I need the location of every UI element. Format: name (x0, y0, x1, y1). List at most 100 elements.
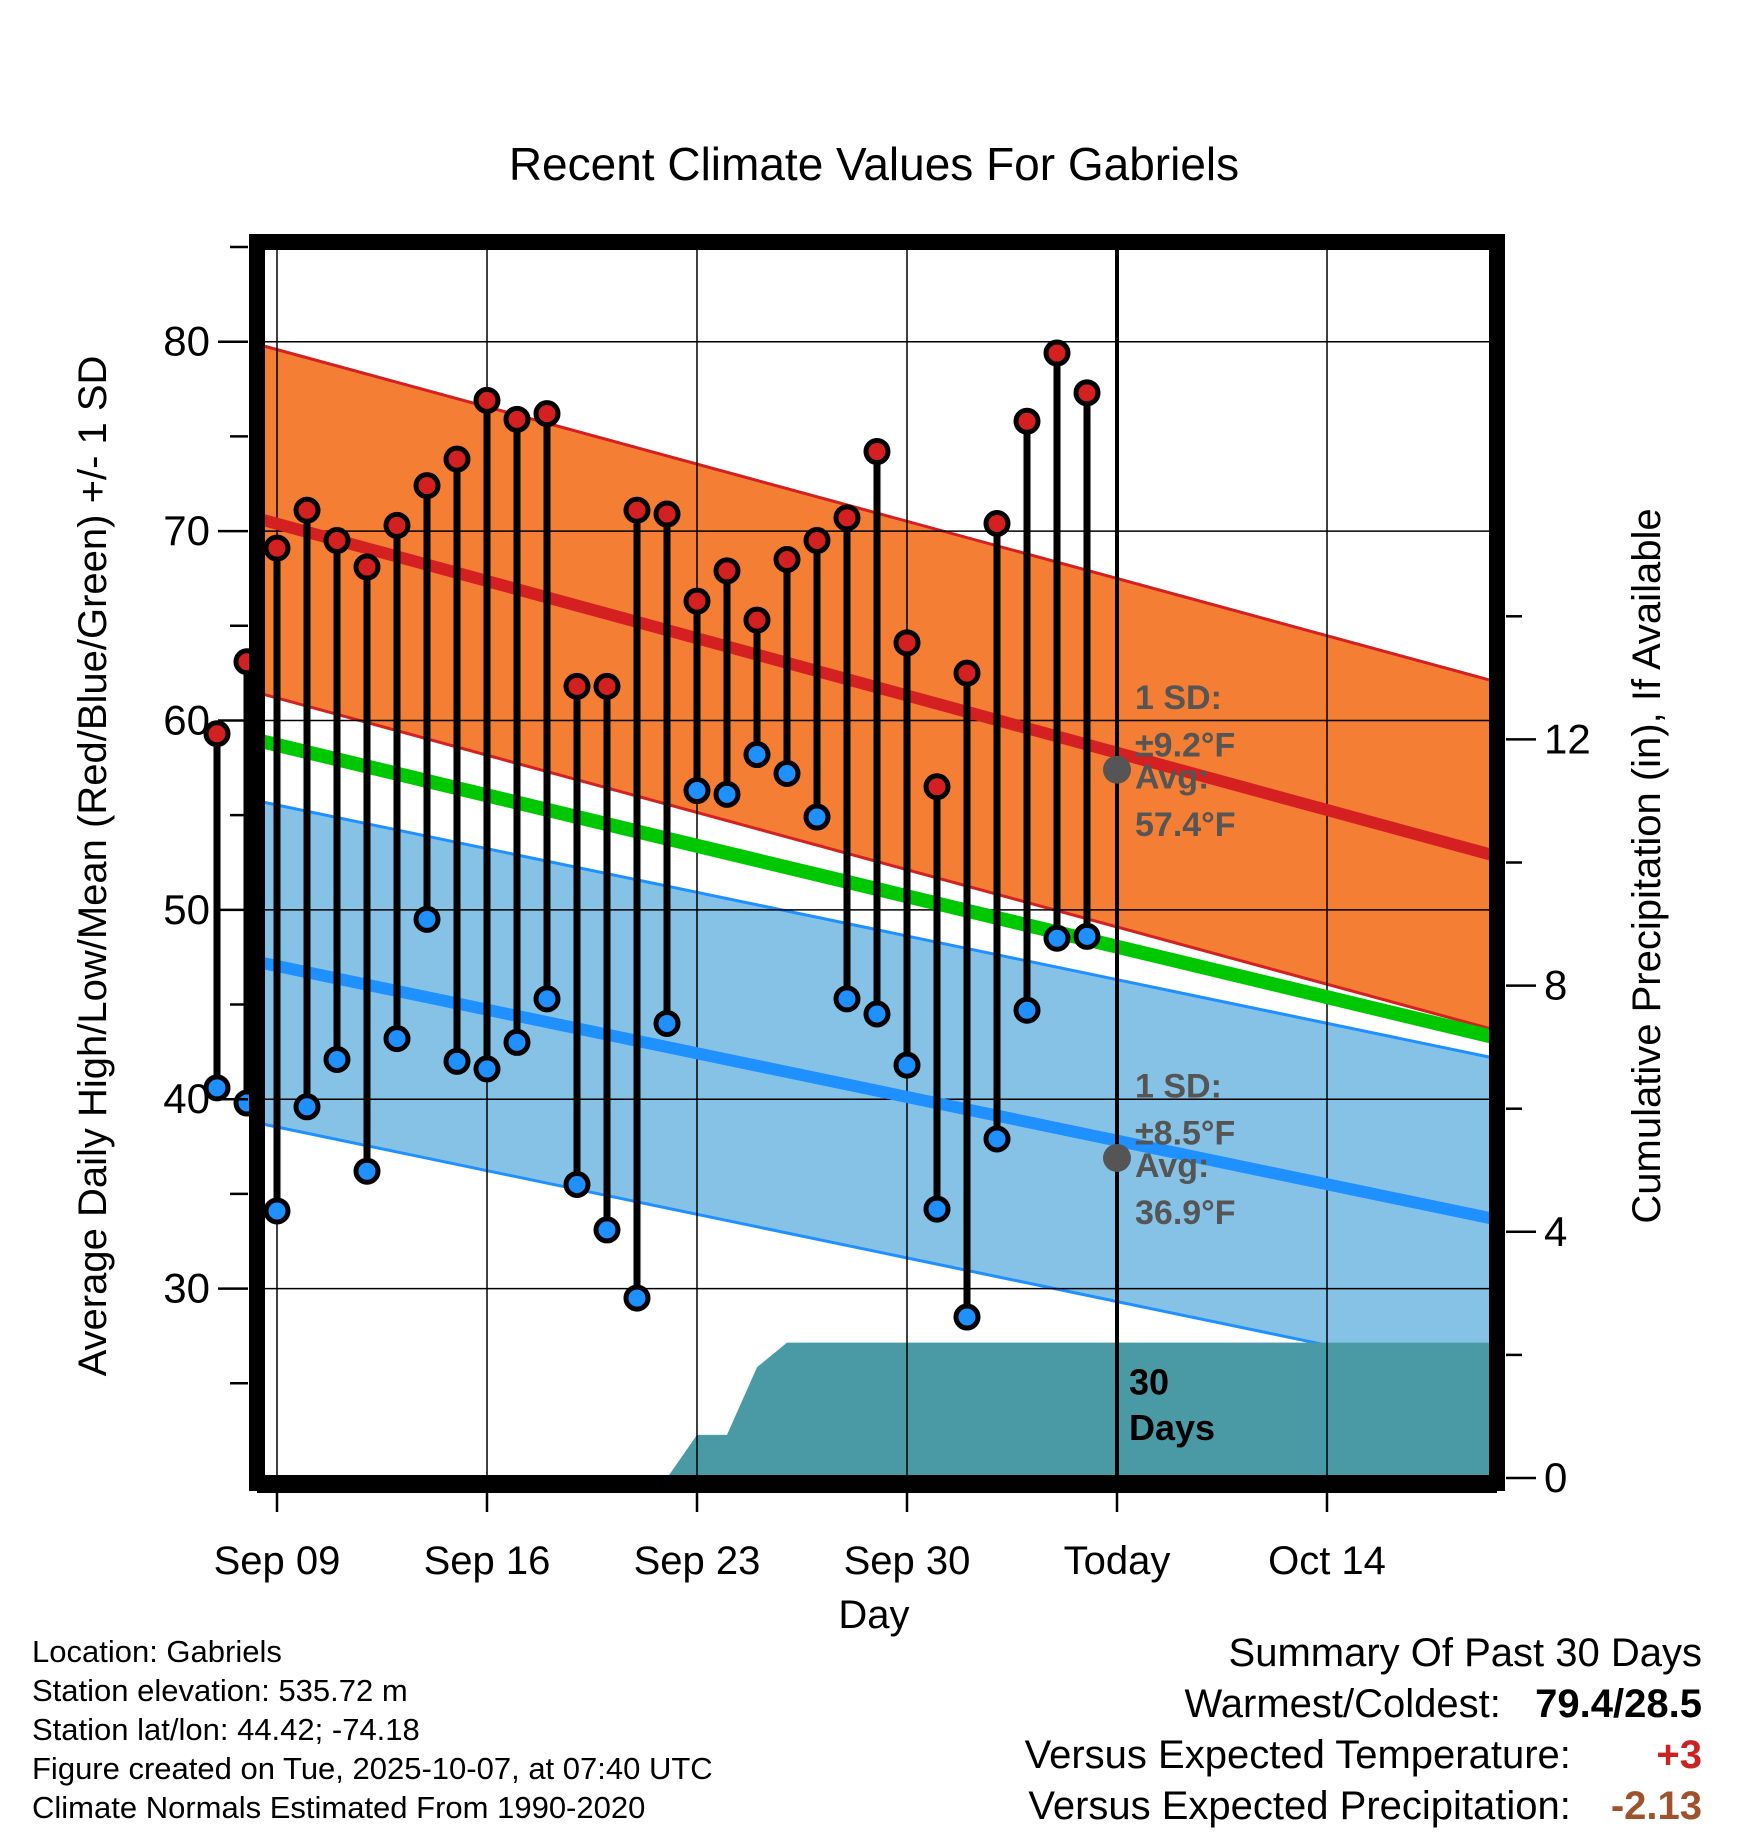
daily-high-point (533, 400, 561, 428)
window-label-unit: Days (1129, 1407, 1215, 1448)
summary-precip-row: Versus Expected Precipitation: -2.13 (1025, 1781, 1702, 1832)
daily-low-point (1013, 996, 1041, 1024)
daily-high-point (1073, 379, 1101, 407)
daily-low-point (833, 985, 861, 1013)
daily-low-point (803, 803, 831, 831)
precip-label: Versus Expected Precipitation: (1028, 1784, 1571, 1828)
daily-high-point (353, 553, 381, 581)
daily-low-point (743, 741, 771, 769)
daily-low-point (413, 905, 441, 933)
daily-high-point (593, 672, 621, 700)
temp-value: +3 (1656, 1733, 1702, 1777)
x-tick-label: Oct 14 (1268, 1539, 1386, 1583)
daily-high-point (203, 720, 231, 748)
low-avg-label: Avg: (1135, 1147, 1209, 1185)
daily-low-point (353, 1157, 381, 1185)
daily-low-point (923, 1195, 951, 1223)
daily-high-point (263, 534, 291, 562)
daily-low-point (1043, 924, 1071, 952)
y-tick-label: 50 (163, 886, 210, 933)
y2-axis-label: Cumulative Precipitation (in), If Availa… (1625, 508, 1669, 1223)
daily-high-point (653, 500, 681, 528)
daily-low-point (953, 1303, 981, 1331)
daily-high-point (773, 545, 801, 573)
high-sd-label: 1 SD: (1135, 679, 1222, 717)
daily-low-point (653, 1009, 681, 1037)
daily-high-point (983, 510, 1011, 538)
summary-warmest-row: Warmest/Coldest: 79.4/28.5 (1025, 1679, 1703, 1730)
y-tick-label: 80 (163, 318, 210, 365)
latlon-text: Station lat/lon: 44.42; -74.18 (32, 1712, 420, 1747)
high-avg-value: 57.4°F (1135, 806, 1236, 844)
daily-low-point (533, 985, 561, 1013)
warmest-label: Warmest/Coldest: (1184, 1682, 1501, 1726)
daily-high-point (473, 386, 501, 414)
y2-tick-label: 4 (1544, 1208, 1567, 1255)
daily-high-point (383, 511, 411, 539)
created-text: Figure created on Tue, 2025-10-07, at 07… (32, 1751, 713, 1786)
daily-low-point (383, 1025, 411, 1053)
daily-high-point (1013, 407, 1041, 435)
high-avg-label: Avg: (1135, 759, 1209, 797)
today-high-avg-marker (1103, 755, 1131, 784)
y2-tick-label: 12 (1544, 715, 1591, 762)
low-sd-value: ±8.5°F (1135, 1115, 1235, 1153)
daily-low-point (983, 1125, 1011, 1153)
daily-low-point (323, 1045, 351, 1073)
daily-low-point (263, 1197, 291, 1225)
low-avg-value: 36.9°F (1135, 1194, 1236, 1232)
x-axis-label: Day (838, 1593, 909, 1637)
chart-title: Recent Climate Values For Gabriels (509, 138, 1239, 190)
daily-low-point (1073, 922, 1101, 950)
daily-high-point (323, 527, 351, 555)
daily-low-point (623, 1284, 651, 1312)
high-sd-value: ±9.2°F (1135, 726, 1235, 764)
low-sd-label: 1 SD: (1135, 1067, 1222, 1105)
daily-high-point (683, 587, 711, 615)
x-tick-label: Sep 16 (424, 1539, 551, 1583)
daily-high-point (713, 557, 741, 585)
daily-high-point (833, 504, 861, 532)
summary-title: Summary Of Past 30 Days (1228, 1631, 1702, 1675)
station-info: Location: Gabriels Station elevation: 53… (32, 1632, 713, 1827)
y-axis-label: Average Daily High/Low/Mean (Red/Blue/Gr… (71, 356, 115, 1377)
window-label-count: 30 (1129, 1362, 1169, 1403)
daily-high-point (623, 496, 651, 524)
y2-tick-label: 8 (1544, 962, 1567, 1009)
precip-area (217, 1342, 1492, 1478)
daily-high-point (503, 405, 531, 433)
daily-high-point (743, 606, 771, 634)
daily-high-point (953, 659, 981, 687)
x-tick-label: Sep 23 (634, 1539, 761, 1583)
daily-high-point (563, 672, 591, 700)
daily-high-point (893, 629, 921, 657)
daily-high-point (443, 445, 471, 473)
y-tick-label: 70 (163, 507, 210, 554)
x-tick-label: Sep 30 (844, 1539, 971, 1583)
daily-low-point (563, 1170, 591, 1198)
daily-low-point (473, 1055, 501, 1083)
x-tick-label: Sep 09 (214, 1539, 341, 1583)
daily-low-point (683, 777, 711, 805)
y-tick-label: 40 (163, 1075, 210, 1122)
daily-high-point (863, 438, 891, 466)
daily-high-point (293, 496, 321, 524)
precip-value: -2.13 (1610, 1784, 1702, 1828)
plot-frame (249, 234, 1505, 1491)
daily-high-point (413, 472, 441, 500)
daily-low-point (863, 1000, 891, 1028)
normal-low-line (260, 956, 1494, 1225)
daily-low-point (773, 759, 801, 787)
daily-low-point (443, 1047, 471, 1075)
daily-high-point (1043, 339, 1071, 367)
daily-low-point (503, 1028, 531, 1056)
daily-high-point (803, 527, 831, 555)
y-tick-label: 30 (163, 1265, 210, 1312)
x-tick-label: Today (1064, 1539, 1171, 1583)
warmest-value: 79.4/28.5 (1535, 1682, 1702, 1726)
temp-label: Versus Expected Temperature: (1024, 1733, 1571, 1777)
summary-panel: Summary Of Past 30 Days Warmest/Coldest:… (1025, 1628, 1702, 1832)
daily-high-point (923, 773, 951, 801)
daily-low-point (713, 780, 741, 808)
